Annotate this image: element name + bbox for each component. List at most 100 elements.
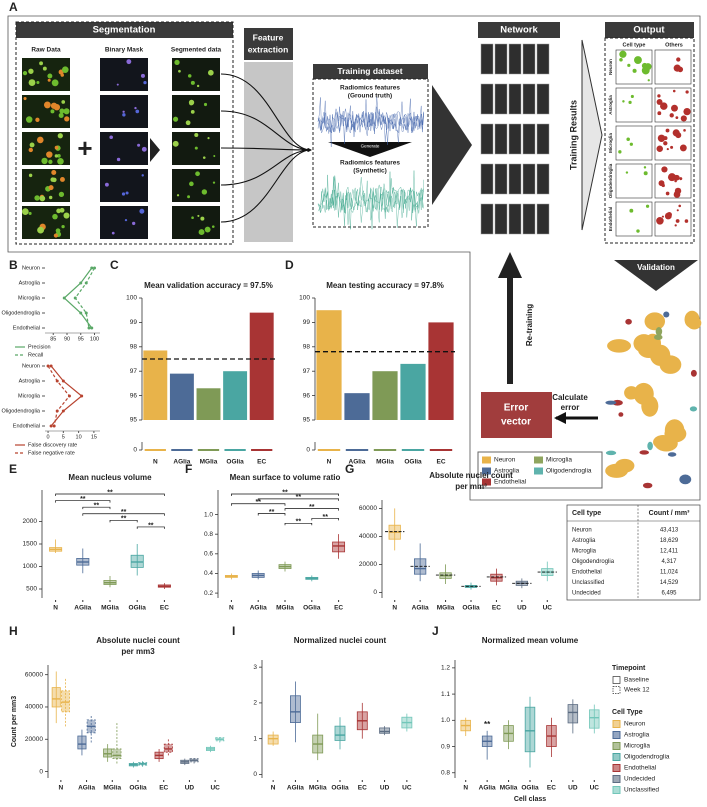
y-axis-label: Count per mm3 (11, 696, 18, 747)
cell-blob (689, 406, 698, 412)
category-label: Neuron (22, 363, 40, 369)
cell (187, 74, 192, 78)
category-label: Astroglia (19, 378, 41, 384)
legend-swatch (612, 786, 621, 794)
point (79, 281, 83, 285)
header: Feature (253, 32, 284, 42)
chart-title: per mm³ (455, 482, 487, 491)
cell (50, 109, 55, 114)
thumbnail (654, 49, 692, 85)
significance-label: ** (296, 519, 302, 526)
cell (104, 182, 109, 187)
cell (674, 224, 677, 227)
legend-label: False discovery rate (28, 442, 77, 448)
x-tick-label: EC (436, 459, 445, 466)
cell (629, 208, 634, 213)
x-tick-label: N (327, 459, 332, 466)
x-tick-label: 10 (76, 434, 82, 440)
x-tick-label: AGlia (173, 459, 190, 466)
frame (15, 21, 234, 245)
arrow (220, 147, 312, 153)
significance-bracket (136, 526, 165, 529)
x-tick-label: OGlia (303, 605, 321, 612)
legend-label: Microglia (624, 743, 650, 750)
significance-label: ** (322, 514, 328, 521)
x-tick-label: UD (380, 785, 390, 792)
cell (207, 69, 214, 76)
cell (57, 154, 61, 158)
y-tick-label: 0.8 (204, 531, 213, 538)
y-tick-label: 1.1 (441, 691, 450, 698)
results-arrow (581, 39, 603, 231)
cell (46, 151, 53, 158)
cell (29, 142, 35, 148)
significance-label: ** (309, 504, 315, 511)
x-tick-label: N (271, 785, 276, 792)
bar (169, 373, 194, 420)
cell (111, 231, 115, 235)
significance-label: ** (148, 522, 154, 529)
network-layer (480, 203, 494, 235)
point (61, 379, 65, 383)
table-cell: 43,413 (660, 528, 679, 534)
cell (178, 69, 181, 73)
point (90, 266, 94, 270)
point (55, 379, 59, 383)
cell (134, 106, 137, 110)
cell (671, 174, 677, 180)
point (84, 281, 88, 285)
legend-label: Recall (28, 352, 43, 358)
bar (400, 363, 426, 420)
cell (61, 66, 69, 73)
x-tick-label: N (392, 605, 397, 612)
cell (680, 115, 687, 122)
y-tick-label: 1.2 (441, 665, 450, 672)
cell (57, 158, 64, 165)
box (379, 727, 390, 734)
thumbnail (22, 169, 70, 202)
cell (58, 112, 64, 118)
y-tick-label: 0.8 (441, 769, 450, 776)
label: Re-training (525, 304, 534, 346)
category-label: Microglia (18, 393, 41, 399)
cell (124, 218, 128, 222)
box (51, 687, 61, 708)
y-tick-label: 95 (130, 417, 138, 424)
x-tick-label: EC (257, 459, 266, 466)
waveform (317, 176, 424, 223)
cell-blob (618, 412, 624, 417)
x-tick-label: N (59, 785, 64, 792)
cell (51, 79, 59, 87)
label: Generate (361, 144, 380, 149)
chart-title: Mean nucleus volume (68, 473, 152, 482)
cell (663, 141, 668, 146)
x-tick-label: EC (160, 605, 169, 612)
row-label: Neuron (608, 59, 613, 75)
cell (656, 99, 663, 105)
cell (141, 174, 144, 177)
cell (656, 217, 664, 225)
x-tick-label: EC (358, 785, 367, 792)
row-label: Microglia (608, 133, 613, 153)
legend-swatch (612, 742, 621, 750)
panel-letter: J (432, 624, 439, 638)
y-tick-label: 100 (299, 295, 310, 302)
x-tick-label: MGlia (101, 605, 119, 612)
legend-swatch (482, 478, 491, 486)
x-tick-label: AGlia (479, 785, 496, 792)
chart-title: Mean testing accuracy = 97.8% (326, 281, 444, 290)
cell (207, 137, 210, 140)
network-layer (536, 123, 550, 155)
y-tick-label: 100 (126, 295, 137, 302)
cell (23, 96, 27, 101)
header-bar (16, 22, 233, 38)
category-label: Oligodendroglia (1, 310, 40, 316)
header: Training dataset (337, 66, 402, 76)
chart-title: Mean surface to volume ratio (230, 473, 341, 482)
significance-label: ** (94, 503, 100, 510)
header: extraction (248, 44, 289, 54)
cell (57, 133, 63, 139)
cell-blob (679, 474, 692, 485)
x-tick-label: AGlia (74, 605, 91, 612)
